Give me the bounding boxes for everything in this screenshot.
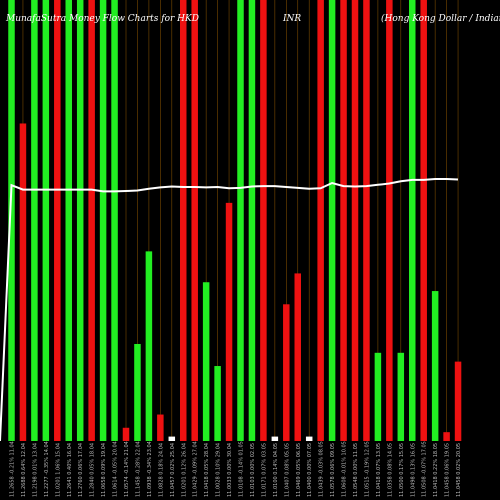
title-left: MunafaSutra Money Flow Charts for HKD xyxy=(6,14,199,24)
up-bar xyxy=(8,0,15,441)
down-bar xyxy=(317,0,324,441)
x-tick-label: 11.0658 0.09% 19.04 xyxy=(101,443,107,497)
x-tick-label: 11.0418 0.05% 28.04 xyxy=(204,443,210,497)
x-tick-label: 11.2198 0.01% 13.04 xyxy=(32,443,38,497)
up-bar xyxy=(145,251,153,441)
up-bar xyxy=(99,0,107,441)
x-tick-label: 11.0429 -0.09% 27.04 xyxy=(193,441,199,497)
x-tick-label: 11.0608 -0.01% 10.05 xyxy=(342,441,348,497)
x-tick-label: 11.0407 0.08% 05.05 xyxy=(284,443,290,497)
down-bar xyxy=(386,0,393,441)
down-bar xyxy=(157,414,164,441)
up-bar xyxy=(271,436,279,441)
x-tick-label: 11.2277 -0.35% 14.04 xyxy=(44,441,50,497)
x-tick-label: 11.0108 -0.14% 01.05 xyxy=(239,441,245,497)
up-bar xyxy=(248,0,256,441)
chart-title: MunafaSutra Money Flow Charts for HKD IN… xyxy=(0,4,500,32)
down-bar xyxy=(225,202,233,441)
x-tick-label: 11.2641 0.40% 16.04 xyxy=(67,443,73,497)
x-tick-label: 11.2760 0.06% 17.04 xyxy=(78,443,84,497)
x-tick-label: 11.0201 0.12% 26.04 xyxy=(181,443,187,497)
up-bar xyxy=(76,0,84,441)
x-tick-label: 11.0171 0.07% 03.05 xyxy=(261,443,267,497)
x-tick-label: 11.2840 0.05% 18.04 xyxy=(90,443,96,497)
x-tick-label: 11.0358 0.08% 14.05 xyxy=(387,443,393,497)
up-bar xyxy=(237,0,244,441)
x-tick-label: 11.0458 0.06% 19.05 xyxy=(445,443,451,497)
down-bar xyxy=(191,0,198,441)
up-bar xyxy=(111,0,118,441)
up-bar xyxy=(168,436,176,441)
down-bar xyxy=(283,304,290,441)
x-tick-label: 11.0548 0.00% 11.05 xyxy=(353,443,359,497)
up-bar xyxy=(431,291,439,441)
x-tick-label: 11.0033 0.00% 30.04 xyxy=(227,443,233,497)
up-bar xyxy=(134,343,141,441)
x-tick-label: 11.0028 0.10% 29.04 xyxy=(216,443,222,497)
title-middle: INR xyxy=(283,14,302,24)
up-bar xyxy=(202,282,210,441)
down-bar xyxy=(294,273,301,441)
x-tick-label: 11.0938 -0.34% 23.04 xyxy=(147,441,153,497)
x-tick-label: 11.0614 -0.05% 20.04 xyxy=(113,441,119,497)
x-tick-label: 11.0515 -0.19% 12.05 xyxy=(364,441,370,497)
down-bar xyxy=(340,0,347,441)
down-bar xyxy=(88,0,95,441)
down-bar xyxy=(122,427,130,441)
up-bar xyxy=(409,0,416,441)
x-tick-label: 11.0457 0.02% 25.04 xyxy=(170,443,176,497)
down-bar xyxy=(260,0,267,441)
x-tick-label: 11.0574 -0.14% 21.04 xyxy=(124,441,130,497)
x-tick-label: 11.0458 0.02% 20.05 xyxy=(456,443,462,497)
down-bar xyxy=(19,123,27,441)
down-bar xyxy=(420,0,427,441)
down-bar xyxy=(363,0,370,441)
down-bar xyxy=(443,432,450,441)
down-bar xyxy=(54,0,61,441)
x-tick-label: 11.0498 0.13% 16.05 xyxy=(410,443,416,497)
x-tick-label: 11.0418 0.22% 18.05 xyxy=(433,443,439,497)
x-tick-label: 11.0578 0.06% 09.05 xyxy=(330,443,336,497)
x-axis-tick-labels: 11.2658 -0.21% 11.04 11.2688 0.64% 12.04 1… xyxy=(10,441,463,497)
up-bar xyxy=(31,0,38,441)
up-bar xyxy=(374,352,382,441)
x-tick-label: 11.1458 -0.28% 22.04 xyxy=(135,441,141,497)
x-tick-label: 11.2658 -0.21% 11.04 xyxy=(10,441,16,497)
up-bar xyxy=(42,0,50,441)
down-bar xyxy=(454,361,462,441)
money-flow-line xyxy=(0,178,459,442)
x-tick-label: 11.0439 -0.03% 08.05 xyxy=(319,441,325,497)
down-bar xyxy=(180,0,187,441)
x-tick-label: 11.0418 0.07% 13.05 xyxy=(376,443,382,497)
x-tick-label: 11.0828 0.18% 24.04 xyxy=(158,443,164,497)
up-bar xyxy=(305,436,313,441)
up-bar xyxy=(328,0,336,441)
x-tick-label: 11.0508 -0.07% 17.05 xyxy=(422,441,428,497)
x-tick-label: 11.0100 0.14% 04.05 xyxy=(273,443,279,497)
down-bar xyxy=(351,0,359,441)
up-bar xyxy=(65,0,72,441)
bar-series xyxy=(8,0,462,441)
x-tick-label: 11.0103 0.00% 02.05 xyxy=(250,443,256,497)
x-tick-label: 11.0201 1.06% 15.04 xyxy=(55,443,61,497)
x-tick-label: 11.0500 0.17% 15.05 xyxy=(399,443,405,497)
x-tick-label: 11.2688 0.64% 12.04 xyxy=(21,443,27,497)
up-bar xyxy=(397,352,405,441)
title-right: (Hong Kong Dollar / Indian Rupee) xyxy=(381,14,500,24)
x-tick-label: 11.0400 0.00% 07.05 xyxy=(307,443,313,497)
up-bar xyxy=(214,366,221,441)
x-tick-label: 11.0469 0.05% 06.05 xyxy=(296,443,302,497)
